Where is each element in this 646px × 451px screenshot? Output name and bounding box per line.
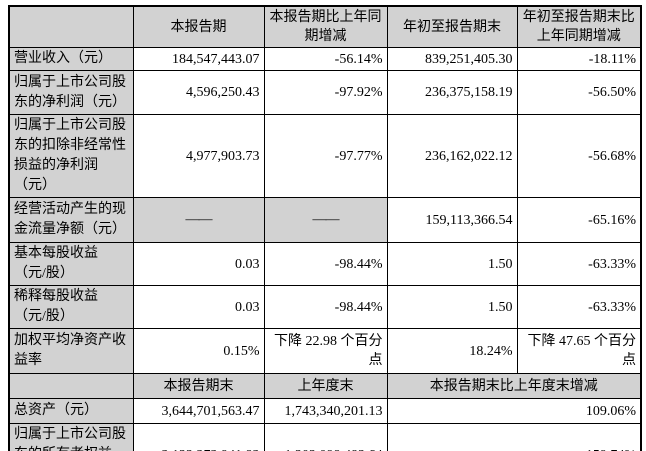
table-row-weighted-avg-roe: 加权平均净资产收益率 0.15% 下降 22.98 个百分点 18.24% 下降…	[8, 328, 642, 374]
cell-value: 4,596,250.43	[132, 70, 265, 115]
cell-value: 109.06%	[386, 398, 642, 424]
cell-value: 236,162,022.12	[386, 114, 518, 198]
cell-value: 3,644,701,563.47	[132, 398, 265, 424]
table-row-operating-cash-flow: 经营活动产生的现金流量净额（元） —— —— 159,113,366.54 -6…	[8, 197, 642, 243]
row-label: 归属于上市公司股东的所有者权益（元）	[8, 423, 134, 451]
cell-value: 159.74%	[386, 423, 642, 451]
cell-value: -98.44%	[263, 285, 388, 329]
cell-value: -63.33%	[516, 285, 642, 329]
cell-value: -56.50%	[516, 70, 642, 115]
table-row-net-profit-excl-nonrecurring: 归属于上市公司股东的扣除非经常性损益的净利润（元） 4,977,903.73 -…	[8, 114, 642, 198]
row-label: 营业收入（元）	[8, 47, 134, 71]
table-row-net-profit: 归属于上市公司股东的净利润（元） 4,596,250.43 -97.92% 23…	[8, 70, 642, 115]
table-row-owners-equity: 归属于上市公司股东的所有者权益（元） 3,122,273,941.83 1,20…	[8, 423, 642, 451]
row-label: 稀释每股收益（元/股）	[8, 285, 134, 329]
cell-value: -56.14%	[263, 47, 388, 71]
cell-value: -97.77%	[263, 114, 388, 198]
cell-value: 下降 22.98 个百分点	[263, 328, 388, 374]
cell-value: 18.24%	[386, 328, 518, 374]
col-header-ytd-yoy: 年初至报告期末比上年同期增减	[516, 5, 642, 48]
section1-header-row: 本报告期 本报告期比上年同期增减 年初至报告期末 年初至报告期末比上年同期增减	[8, 5, 642, 48]
row-label: 总资产（元）	[8, 398, 134, 424]
cell-value: -97.92%	[263, 70, 388, 115]
col-header-current-period: 本报告期	[132, 5, 265, 48]
cell-value: 1,202,098,483.64	[263, 423, 388, 451]
cell-value: 0.15%	[132, 328, 265, 374]
col-header-end-of-period: 本报告期末	[132, 373, 265, 399]
cell-value: 0.03	[132, 285, 265, 329]
row-label: 归属于上市公司股东的扣除非经常性损益的净利润（元）	[8, 114, 134, 198]
col-header-end-of-prior-year: 上年度末	[263, 373, 388, 399]
col-header-period-vs-prior-year: 本报告期末比上年度末增减	[386, 373, 642, 399]
cell-value: 236,375,158.19	[386, 70, 518, 115]
cell-empty-dash: ——	[263, 197, 388, 243]
row-label: 经营活动产生的现金流量净额（元）	[8, 197, 134, 243]
cell-value: 1.50	[386, 285, 518, 329]
cell-value: -65.16%	[516, 197, 642, 243]
col-header-current-period-yoy: 本报告期比上年同期增减	[263, 5, 388, 48]
row-label: 加权平均净资产收益率	[8, 328, 134, 374]
cell-value: -18.11%	[516, 47, 642, 71]
cell-value: 1.50	[386, 242, 518, 286]
cell-value: 4,977,903.73	[132, 114, 265, 198]
cell-value: 3,122,273,941.83	[132, 423, 265, 451]
financial-summary-table: 本报告期 本报告期比上年同期增减 年初至报告期末 年初至报告期末比上年同期增减 …	[8, 5, 642, 451]
corner-cell	[8, 5, 134, 48]
row-label: 基本每股收益（元/股）	[8, 242, 134, 286]
table-row-diluted-eps: 稀释每股收益（元/股） 0.03 -98.44% 1.50 -63.33%	[8, 285, 642, 329]
corner-cell	[8, 373, 134, 399]
cell-value: -63.33%	[516, 242, 642, 286]
cell-value: -56.68%	[516, 114, 642, 198]
cell-value: 0.03	[132, 242, 265, 286]
cell-value: 1,743,340,201.13	[263, 398, 388, 424]
table-row-basic-eps: 基本每股收益（元/股） 0.03 -98.44% 1.50 -63.33%	[8, 242, 642, 286]
cell-empty-dash: ——	[132, 197, 265, 243]
section2-header-row: 本报告期末 上年度末 本报告期末比上年度末增减	[8, 373, 642, 399]
table-row-total-assets: 总资产（元） 3,644,701,563.47 1,743,340,201.13…	[8, 398, 642, 424]
cell-value: 下降 47.65 个百分点	[516, 328, 642, 374]
cell-value: -98.44%	[263, 242, 388, 286]
cell-value: 839,251,405.30	[386, 47, 518, 71]
row-label: 归属于上市公司股东的净利润（元）	[8, 70, 134, 115]
cell-value: 184,547,443.07	[132, 47, 265, 71]
cell-value: 159,113,366.54	[386, 197, 518, 243]
table-row-revenue: 营业收入（元） 184,547,443.07 -56.14% 839,251,4…	[8, 47, 642, 71]
col-header-ytd: 年初至报告期末	[386, 5, 518, 48]
